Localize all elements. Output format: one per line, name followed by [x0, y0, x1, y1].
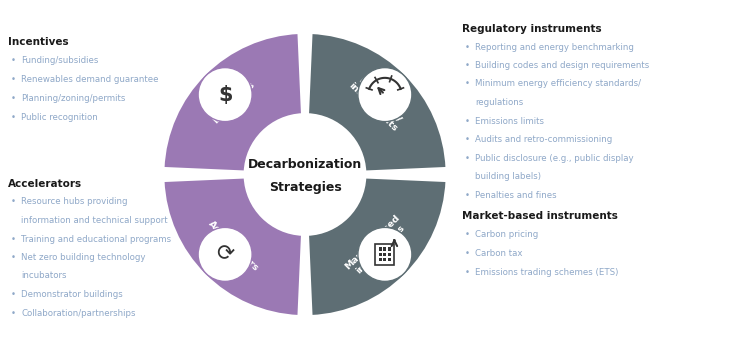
FancyBboxPatch shape — [379, 253, 382, 256]
Wedge shape — [307, 177, 447, 316]
Text: •: • — [11, 309, 16, 318]
Text: •: • — [11, 56, 16, 65]
Text: •: • — [465, 43, 470, 52]
Wedge shape — [163, 177, 302, 316]
Text: Incentives: Incentives — [211, 80, 256, 126]
Text: $: $ — [218, 84, 232, 105]
Text: •: • — [11, 253, 16, 262]
Wedge shape — [163, 33, 302, 172]
FancyBboxPatch shape — [379, 247, 382, 251]
Text: Market-based instruments: Market-based instruments — [462, 211, 618, 221]
Text: information and technical support: information and technical support — [21, 216, 167, 225]
Text: •: • — [465, 268, 470, 277]
Text: •: • — [465, 80, 470, 89]
Text: •: • — [465, 135, 470, 144]
Text: •: • — [465, 191, 470, 200]
FancyBboxPatch shape — [379, 258, 382, 261]
Text: Penalties and fines: Penalties and fines — [475, 191, 557, 200]
Text: Building codes and design requirements: Building codes and design requirements — [475, 61, 650, 70]
Text: •: • — [11, 290, 16, 299]
Text: Accelerators: Accelerators — [8, 179, 82, 189]
Text: •: • — [11, 94, 16, 103]
Text: Net zero building technology: Net zero building technology — [21, 253, 146, 262]
Text: •: • — [465, 117, 470, 126]
FancyBboxPatch shape — [388, 247, 391, 251]
Text: Collaboration/partnerships: Collaboration/partnerships — [21, 309, 135, 318]
Text: •: • — [465, 249, 470, 258]
FancyBboxPatch shape — [388, 253, 391, 256]
FancyBboxPatch shape — [383, 247, 386, 251]
Text: incubators: incubators — [21, 272, 66, 281]
Text: Carbon tax: Carbon tax — [475, 249, 522, 258]
Text: building labels): building labels) — [475, 172, 541, 181]
Text: •: • — [11, 198, 16, 207]
Text: •: • — [11, 75, 16, 84]
Text: Reporting and energy benchmarking: Reporting and energy benchmarking — [475, 43, 634, 52]
Circle shape — [198, 228, 252, 281]
Text: regulations: regulations — [475, 98, 523, 107]
Text: •: • — [11, 235, 16, 244]
Text: Incentives: Incentives — [8, 37, 68, 47]
Text: ⟳: ⟳ — [216, 244, 234, 265]
Text: Minimum energy efficiency standards/: Minimum energy efficiency standards/ — [475, 80, 641, 89]
Text: Planning/zoning/permits: Planning/zoning/permits — [21, 94, 126, 103]
Circle shape — [245, 114, 365, 235]
Text: Regulatory
instruments: Regulatory instruments — [347, 73, 406, 133]
Text: •: • — [465, 230, 470, 239]
Text: Carbon pricing: Carbon pricing — [475, 230, 538, 239]
Circle shape — [198, 68, 252, 121]
Text: Public recognition: Public recognition — [21, 113, 97, 122]
Wedge shape — [307, 33, 447, 172]
Text: •: • — [465, 154, 470, 163]
Text: Strategies: Strategies — [269, 181, 341, 194]
Circle shape — [358, 68, 412, 121]
Circle shape — [358, 228, 412, 281]
Text: Resource hubs providing: Resource hubs providing — [21, 198, 127, 207]
FancyBboxPatch shape — [383, 258, 386, 261]
FancyBboxPatch shape — [383, 253, 386, 256]
Text: Training and educational programs: Training and educational programs — [21, 235, 171, 244]
Text: Regulatory instruments: Regulatory instruments — [462, 24, 602, 34]
Text: Decarbonization: Decarbonization — [248, 158, 362, 171]
Text: Funding/subsidies: Funding/subsidies — [21, 56, 98, 65]
FancyBboxPatch shape — [388, 258, 391, 261]
Text: Accelerators: Accelerators — [207, 219, 260, 273]
Text: Audits and retro-commissioning: Audits and retro-commissioning — [475, 135, 612, 144]
Text: Emissions trading schemes (ETS): Emissions trading schemes (ETS) — [475, 268, 618, 277]
Text: •: • — [11, 113, 16, 122]
Text: Renewables demand guarantee: Renewables demand guarantee — [21, 75, 158, 84]
Text: Demonstrator buildings: Demonstrator buildings — [21, 290, 123, 299]
Text: Public disclosure (e.g., public display: Public disclosure (e.g., public display — [475, 154, 634, 163]
Text: Emissions limits: Emissions limits — [475, 117, 544, 126]
Text: Market-based
instruments: Market-based instruments — [344, 213, 409, 279]
Text: •: • — [465, 61, 470, 70]
